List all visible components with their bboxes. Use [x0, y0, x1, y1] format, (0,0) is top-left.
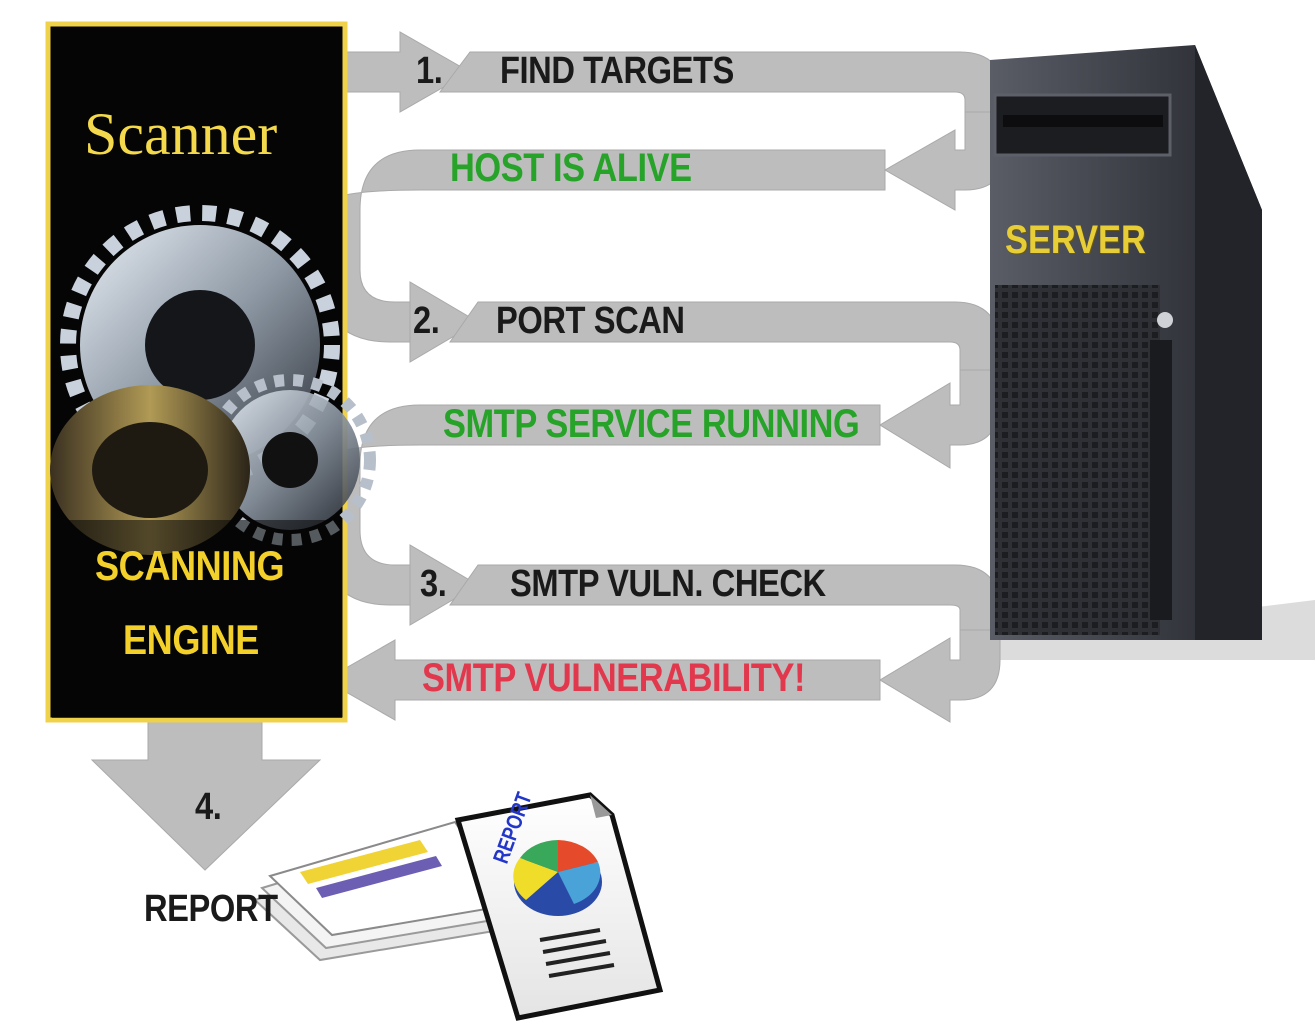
arrow-smtp-service-running — [879, 369, 1001, 469]
step-2-response: SMTP SERVICE RUNNING — [443, 402, 860, 446]
arrow-host-is-alive — [883, 111, 1006, 211]
step-2-label: PORT SCAN — [496, 300, 685, 342]
arrow-smtp-vulnerability-track — [323, 639, 881, 721]
report-stack-icon — [253, 820, 512, 962]
step-3-number: 3. — [420, 563, 447, 605]
step-1-response: HOST IS ALIVE — [450, 146, 692, 190]
arrow-smtp-vuln-check — [409, 544, 479, 626]
scanning-engine-line2: ENGINE — [123, 616, 259, 663]
step-3-response: SMTP VULNERABILITY! — [422, 656, 805, 700]
arrow-smtp-vulnerability — [879, 629, 1001, 723]
step-1-label: FIND TARGETS — [500, 50, 734, 92]
step-4-number: 4. — [195, 786, 222, 828]
scanner-title: Scanner — [84, 101, 278, 167]
arrow-port-scan — [409, 281, 479, 363]
pie-chart-icon — [513, 840, 602, 916]
arrow-find-targets — [344, 31, 472, 113]
step-1-number: 1. — [416, 50, 443, 92]
step-2-number: 2. — [413, 300, 440, 342]
server-label: SERVER — [1005, 218, 1146, 262]
scanner-panel — [45, 21, 376, 723]
step-3-label: SMTP VULN. CHECK — [510, 563, 826, 605]
report-label: REPORT — [144, 888, 278, 930]
server-icon — [990, 45, 1262, 640]
arrow-report — [90, 721, 322, 871]
report-document-icon — [454, 792, 664, 1021]
gear-icon — [50, 205, 376, 718]
scanning-engine-line1: SCANNING — [95, 542, 285, 589]
